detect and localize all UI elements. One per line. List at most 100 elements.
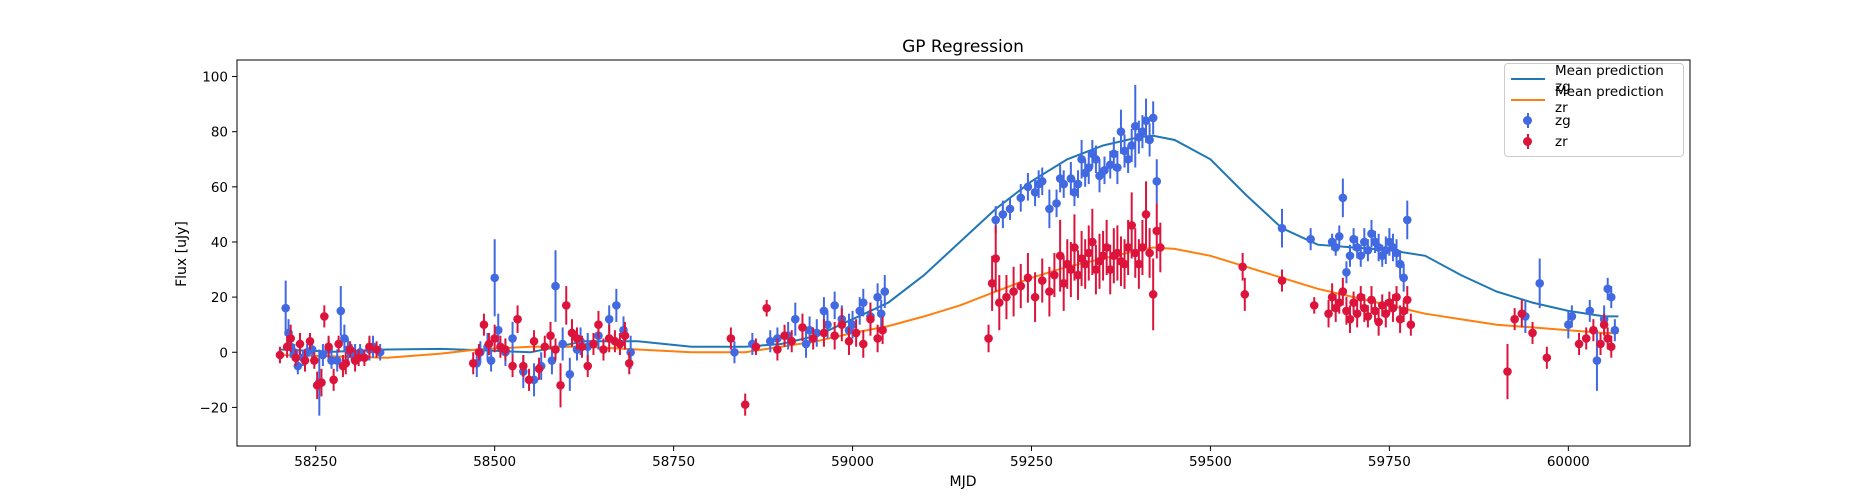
data-point <box>740 400 750 409</box>
data-point <box>1109 149 1119 159</box>
data-point <box>546 331 555 341</box>
data-point <box>594 320 603 329</box>
data-point <box>1127 221 1137 230</box>
data-point <box>866 314 875 324</box>
data-point <box>490 334 499 343</box>
legend-label-zr-line: Mean prediction zr <box>1555 83 1664 116</box>
data-point <box>508 334 517 343</box>
data-point <box>1145 135 1154 145</box>
data-point <box>855 306 865 316</box>
x-tick-label: 58250 <box>294 454 337 470</box>
data-point <box>565 370 575 379</box>
data-point <box>1023 273 1033 283</box>
data-point <box>1005 204 1015 214</box>
data-point <box>551 281 560 291</box>
data-point <box>599 345 608 354</box>
data-point <box>1392 292 1401 302</box>
data-point <box>1138 243 1147 252</box>
data-point <box>765 336 775 346</box>
data-point <box>1077 154 1086 164</box>
data-point <box>501 345 510 354</box>
data-point <box>1528 328 1537 338</box>
legend-label-zr: zr <box>1555 133 1568 150</box>
data-point <box>1510 314 1519 324</box>
data-point <box>1130 121 1140 131</box>
y-tick-label: 80 <box>211 125 228 141</box>
plot-area <box>275 84 1620 416</box>
data-point <box>858 298 868 307</box>
data-point <box>1148 290 1158 299</box>
data-point <box>1113 248 1122 258</box>
data-point <box>858 339 868 349</box>
data-point <box>1073 179 1083 189</box>
data-point <box>1589 325 1598 335</box>
data-point <box>851 328 861 338</box>
data-point <box>624 358 634 368</box>
data-point <box>1370 306 1380 316</box>
data-point <box>773 345 782 354</box>
data-point <box>295 339 305 349</box>
data-point <box>1581 334 1591 343</box>
y-tick-label: 100 <box>202 70 228 86</box>
data-point <box>1120 146 1129 156</box>
data-point <box>801 339 811 349</box>
data-point <box>819 328 829 338</box>
data-point <box>1342 306 1351 316</box>
data-point <box>848 320 857 329</box>
data-point <box>984 334 993 343</box>
data-point <box>324 342 333 352</box>
data-point <box>1402 215 1412 225</box>
data-point <box>991 215 1001 225</box>
legend-key-zr-line <box>1511 89 1545 110</box>
data-point <box>572 334 582 343</box>
data-point <box>1309 301 1319 310</box>
data-point <box>275 350 285 360</box>
data-point <box>991 254 1001 263</box>
data-point <box>1277 223 1287 233</box>
data-point <box>524 375 534 385</box>
data-point <box>876 309 886 318</box>
data-point <box>567 328 577 338</box>
data-point <box>730 347 739 357</box>
data-point <box>726 334 736 343</box>
data-point <box>1277 276 1287 285</box>
data-point <box>479 320 489 329</box>
data-point <box>1334 298 1344 307</box>
data-point <box>1059 179 1069 189</box>
data-point <box>790 314 800 324</box>
data-point <box>336 306 346 316</box>
data-point <box>540 342 550 352</box>
data-point <box>823 320 832 329</box>
data-point <box>1023 182 1033 192</box>
data-point <box>1123 154 1133 164</box>
data-point <box>1105 265 1115 274</box>
legend-key-zg-line <box>1511 68 1545 89</box>
legend-entry-zg: zg <box>1511 110 1677 131</box>
data-point <box>1088 237 1097 247</box>
plot-frame <box>236 59 1691 447</box>
x-tick-label: 59250 <box>1010 454 1053 470</box>
data-point <box>1240 290 1250 299</box>
y-tick-label: 40 <box>211 235 228 251</box>
data-point <box>751 342 761 352</box>
data-point <box>1388 303 1398 313</box>
data-point <box>1084 248 1094 258</box>
legend-entry-zr: zr <box>1511 131 1677 152</box>
data-point <box>547 356 557 365</box>
x-tick-label: 60000 <box>1547 454 1590 470</box>
data-point <box>1599 320 1609 329</box>
x-tick-label: 59750 <box>1368 454 1411 470</box>
data-point <box>1045 204 1054 214</box>
data-point <box>615 339 625 349</box>
legend: Mean prediction zg Mean prediction zr zg… <box>1504 63 1684 157</box>
data-point <box>558 339 567 349</box>
data-point <box>1535 279 1544 288</box>
data-point <box>1052 199 1061 208</box>
data-point <box>300 356 310 365</box>
data-point <box>1095 171 1104 181</box>
data-point <box>626 347 635 357</box>
data-point <box>561 301 571 310</box>
data-point <box>1045 287 1054 296</box>
data-point <box>320 312 329 321</box>
data-point <box>1016 281 1026 291</box>
